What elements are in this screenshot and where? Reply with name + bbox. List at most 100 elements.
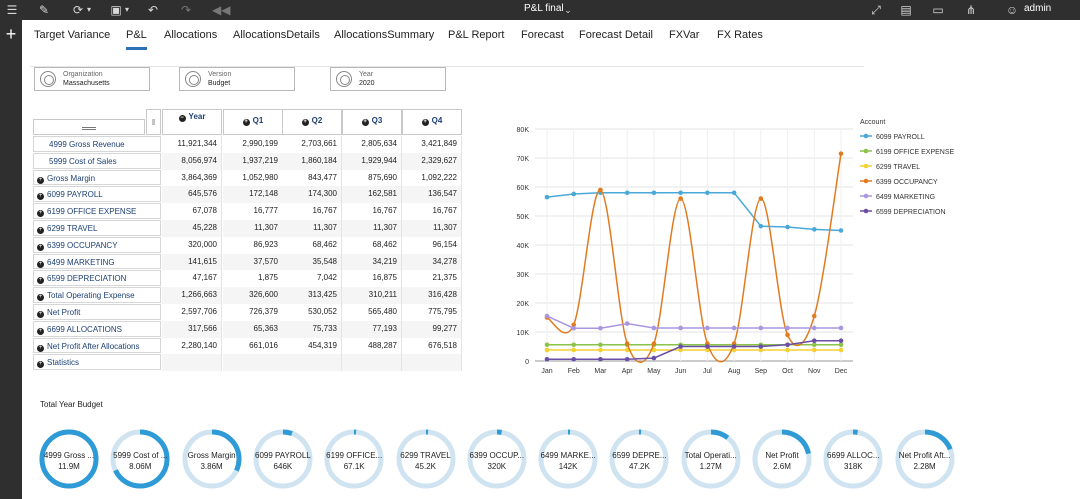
data-cell[interactable]: 454,319	[282, 337, 342, 355]
summary-donut[interactable]: 6099 PAYROLL 646K	[252, 428, 314, 490]
tab-pl-report[interactable]: P&L Report	[448, 29, 505, 41]
data-cell[interactable]: 136,547	[402, 186, 462, 204]
data-cell[interactable]: 141,615	[162, 253, 222, 271]
expand-toggle-icon[interactable]: +	[37, 243, 44, 251]
pov-version[interactable]: Version Budget	[179, 67, 295, 91]
comment-icon[interactable]: ▭	[932, 3, 944, 17]
data-cell[interactable]: 11,307	[342, 220, 402, 237]
data-cell[interactable]: 875,690	[342, 169, 402, 187]
refresh-dropdown-icon[interactable]: ▾	[86, 5, 91, 14]
row-header-net-profit[interactable]: + Net Profit	[33, 304, 161, 320]
data-cell[interactable]: 68,462	[342, 236, 402, 254]
expand-toggle-icon[interactable]: +	[37, 311, 44, 318]
data-cell[interactable]	[342, 354, 402, 372]
data-cell[interactable]: 96,154	[402, 236, 462, 254]
summary-donut[interactable]: 4999 Gross ... 11.9M	[38, 428, 100, 490]
tab-pl[interactable]: P&L	[126, 29, 147, 50]
data-cell[interactable]: 16,767	[342, 203, 402, 220]
edit-icon[interactable]: ✎	[38, 3, 50, 17]
undo-icon[interactable]: ↶	[147, 3, 159, 17]
tab-allocations[interactable]: Allocations	[164, 29, 218, 41]
data-cell[interactable]: 162,581	[342, 186, 402, 204]
data-cell[interactable]: 316,428	[402, 287, 462, 304]
expand-icon[interactable]: ⤢	[871, 3, 881, 17]
tab-allocations-summary[interactable]: AllocationsSummary	[334, 29, 435, 41]
data-cell[interactable]: 65,363	[223, 320, 283, 338]
data-cell[interactable]: 726,379	[223, 304, 283, 321]
expand-toggle-icon[interactable]: +	[301, 119, 309, 126]
row-header-net-profit-after-allocations[interactable]: + Net Profit After Allocations	[33, 337, 161, 354]
summary-donut[interactable]: 6699 ALLOC... 318K	[822, 428, 884, 490]
row-header-6099-payroll[interactable]: +6099 PAYROLL	[33, 186, 161, 203]
data-cell[interactable]: 1,860,184	[282, 152, 342, 170]
present-icon[interactable]: ▤	[900, 3, 912, 17]
data-cell[interactable]: 11,921,344	[162, 136, 222, 153]
row-header-statistics[interactable]: + Statistics	[33, 354, 161, 371]
rewind-icon[interactable]: ◀◀	[212, 3, 231, 17]
sidebar-toggle-icon[interactable]: ☰	[6, 3, 18, 17]
summary-donut[interactable]: Net Profit Aft... 2.28M	[894, 428, 956, 490]
row-header-4999-gross-revenue[interactable]: 4999 Gross Revenue	[33, 136, 161, 152]
data-cell[interactable]: 77,193	[342, 320, 402, 338]
redo-icon[interactable]: ↷	[180, 3, 192, 17]
data-cell[interactable]: 2,597,706	[162, 304, 222, 321]
title-dropdown-icon[interactable]: ⌄	[564, 5, 572, 15]
user-icon[interactable]: ☺	[1005, 3, 1019, 17]
expand-toggle-icon[interactable]: +	[37, 227, 44, 234]
expand-toggle-icon[interactable]: +	[37, 193, 44, 201]
data-cell[interactable]: 11,307	[282, 220, 342, 237]
data-cell[interactable]: 8,056,974	[162, 152, 222, 170]
data-cell[interactable]: 775,795	[402, 304, 462, 321]
data-cell[interactable]	[402, 354, 462, 372]
expand-toggle-icon[interactable]: +	[37, 294, 44, 302]
data-cell[interactable]: 313,425	[282, 287, 342, 304]
data-cell[interactable]: 16,875	[342, 270, 402, 288]
expand-toggle-icon[interactable]: +	[37, 327, 44, 335]
summary-donut[interactable]: 6399 OCCUP... 320K	[466, 428, 528, 490]
plus-icon[interactable]: +	[5, 24, 17, 44]
data-cell[interactable]: 34,278	[402, 253, 462, 271]
column-header-q3[interactable]: + Q3	[342, 109, 402, 135]
row-header-5999-cost-of-sales[interactable]: 5999 Cost of Sales	[33, 152, 161, 169]
summary-donut[interactable]: Net Profit 2.6M	[751, 428, 813, 490]
pov-year[interactable]: Year 2020	[330, 67, 446, 91]
data-cell[interactable]	[162, 354, 222, 372]
data-cell[interactable]: 16,777	[223, 203, 283, 220]
tab-fxvar[interactable]: FXVar	[669, 29, 700, 41]
tab-forecast-detail[interactable]: Forecast Detail	[579, 29, 653, 41]
pov-organization[interactable]: Organization Massachusetts	[34, 67, 150, 91]
page-title[interactable]: P&L final	[524, 3, 564, 14]
data-cell[interactable]: 1,929,944	[342, 152, 402, 170]
expand-toggle-icon[interactable]: +	[37, 260, 44, 268]
data-cell[interactable]: 68,462	[282, 236, 342, 254]
data-cell[interactable]: 45,228	[162, 220, 222, 237]
data-cell[interactable]: 3,421,849	[402, 136, 462, 153]
tab-target-variance[interactable]: Target Variance	[34, 29, 111, 41]
data-cell[interactable]: 86,923	[223, 236, 283, 254]
summary-donut[interactable]: Total Operati... 1.27M	[680, 428, 742, 490]
expand-toggle-icon[interactable]: +	[37, 361, 44, 369]
data-cell[interactable]: 320,000	[162, 236, 222, 254]
data-cell[interactable]: 172,148	[223, 186, 283, 204]
data-cell[interactable]: 1,266,663	[162, 287, 222, 304]
data-cell[interactable]: 2,280,140	[162, 337, 222, 355]
data-cell[interactable]: 1,937,219	[223, 152, 283, 170]
data-cell[interactable]: 310,211	[342, 287, 402, 304]
data-cell[interactable]: 1,092,222	[402, 169, 462, 187]
row-header-6299-travel[interactable]: +6299 TRAVEL	[33, 220, 161, 236]
expand-toggle-icon[interactable]: +	[37, 176, 44, 184]
data-cell[interactable]: 843,477	[282, 169, 342, 187]
expand-toggle-icon[interactable]: +	[37, 277, 44, 285]
summary-donut[interactable]: Gross Margin 3.86M	[181, 428, 243, 490]
data-cell[interactable]: 2,329,627	[402, 152, 462, 170]
data-cell[interactable]: 47,167	[162, 270, 222, 288]
data-cell[interactable]: 174,300	[282, 186, 342, 204]
data-cell[interactable]: 1,875	[223, 270, 283, 288]
data-cell[interactable]: 37,570	[223, 253, 283, 271]
data-cell[interactable]: 676,518	[402, 337, 462, 355]
data-cell[interactable]: 35,548	[282, 253, 342, 271]
data-cell[interactable]: 99,277	[402, 320, 462, 338]
expand-toggle-icon[interactable]: +	[421, 119, 429, 126]
data-cell[interactable]: 2,990,199	[223, 136, 283, 153]
share-icon[interactable]: ⋔	[965, 3, 977, 17]
